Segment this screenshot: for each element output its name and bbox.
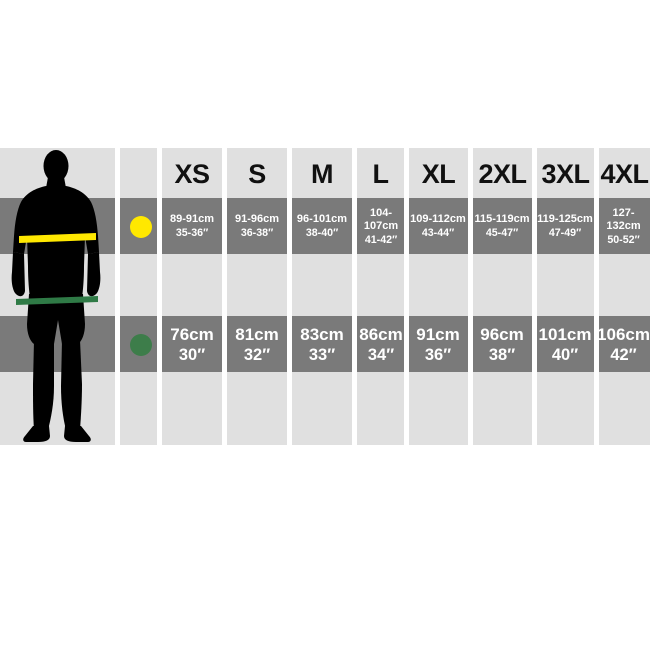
- chest-cm-l: 104-107cm: [363, 206, 399, 233]
- size-header-l: L: [372, 159, 390, 190]
- waist-in-2xl: 38″: [488, 346, 516, 365]
- chest-in-4xl: 50-52″: [607, 234, 640, 247]
- column-separator: [115, 148, 120, 445]
- waist-cell-xs: 76cm 30″: [162, 325, 222, 365]
- chest-in-xl: 43-44″: [421, 227, 455, 240]
- waist-cm-xs: 76cm: [170, 325, 214, 345]
- band-middle-row: [0, 254, 650, 316]
- chest-cm-xl: 109-112cm: [410, 213, 466, 226]
- chest-measure-line: [19, 233, 96, 243]
- chest-cell-xl: 109-112cm 43-44″: [407, 209, 469, 245]
- chest-cell-2xl: 115-119cm 45-47″: [471, 209, 533, 245]
- chest-cell-xs: 89-91cm 35-36″: [162, 209, 222, 245]
- band-footer-row: [0, 372, 650, 445]
- size-header-4xl: 4XL: [600, 159, 649, 190]
- chest-in-2xl: 45-47″: [485, 227, 519, 240]
- size-header-xs: XS: [174, 159, 210, 190]
- chest-cell-l: 104-107cm 41-42″: [355, 206, 407, 247]
- waist-in-3xl: 40″: [551, 346, 579, 365]
- chest-cell-3xl: 119-125cm 47-49″: [535, 209, 595, 245]
- waist-cm-xl: 91cm: [416, 325, 460, 345]
- column-separator: [222, 148, 227, 445]
- column-separator: [532, 148, 537, 445]
- chest-cm-m: 96-101cm: [296, 213, 348, 226]
- waist-cm-s: 81cm: [235, 325, 279, 345]
- chest-in-m: 38-40″: [305, 227, 339, 240]
- chest-cm-2xl: 115-119cm: [474, 213, 530, 226]
- column-separator: [594, 148, 599, 445]
- waist-cell-s: 81cm 32″: [227, 325, 287, 365]
- waist-in-s: 32″: [243, 346, 271, 365]
- band-header-row: [0, 148, 650, 198]
- waist-in-xl: 36″: [424, 346, 452, 365]
- chest-in-xs: 35-36″: [175, 227, 209, 240]
- waist-cell-2xl: 96cm 38″: [471, 325, 533, 365]
- chest-cm-4xl: 127-132cm: [606, 206, 641, 233]
- waist-cm-3xl: 101cm: [538, 325, 592, 345]
- chest-cell-4xl: 127-132cm 50-52″: [597, 206, 650, 247]
- column-separator: [352, 148, 357, 445]
- size-header-m: M: [311, 159, 334, 190]
- waist-cell-l: 86cm 34″: [355, 325, 407, 365]
- size-header-3xl: 3XL: [541, 159, 590, 190]
- waist-cell-m: 83cm 33″: [292, 325, 352, 365]
- chest-in-3xl: 47-49″: [548, 227, 582, 240]
- column-separator: [157, 148, 162, 445]
- waist-cell-3xl: 101cm 40″: [535, 325, 595, 365]
- waist-in-4xl: 42″: [610, 346, 637, 365]
- waist-in-m: 33″: [308, 346, 336, 365]
- male-body-silhouette: [11, 150, 101, 442]
- column-separator: [404, 148, 409, 445]
- band-waist-row: [0, 316, 650, 372]
- chest-cm-xs: 89-91cm: [169, 213, 215, 226]
- size-header-2xl: 2XL: [478, 159, 527, 190]
- column-separator: [468, 148, 473, 445]
- waist-in-xs: 30″: [178, 346, 206, 365]
- waist-marker-icon: [130, 334, 152, 356]
- size-header-xl: XL: [421, 159, 456, 190]
- waist-in-l: 34″: [367, 346, 395, 365]
- band-chest-row: [0, 198, 650, 254]
- chest-cm-s: 91-96cm: [234, 213, 280, 226]
- chest-cm-3xl: 119-125cm: [537, 213, 593, 226]
- waist-cm-2xl: 96cm: [480, 325, 524, 345]
- waist-cm-l: 86cm: [359, 325, 403, 345]
- waist-cm-m: 83cm: [300, 325, 344, 345]
- chest-in-s: 36-38″: [240, 227, 274, 240]
- waist-measure-line: [16, 296, 98, 305]
- waist-cell-4xl: 106cm 42″: [597, 325, 650, 365]
- chest-cell-s: 91-96cm 36-38″: [227, 209, 287, 245]
- chest-cell-m: 96-101cm 38-40″: [292, 209, 352, 245]
- waist-cm-4xl: 106cm: [597, 325, 650, 345]
- chest-in-l: 41-42″: [364, 234, 398, 247]
- chest-marker-icon: [130, 216, 152, 238]
- size-header-s: S: [248, 159, 266, 190]
- column-separator: [287, 148, 292, 445]
- waist-cell-xl: 91cm 36″: [407, 325, 469, 365]
